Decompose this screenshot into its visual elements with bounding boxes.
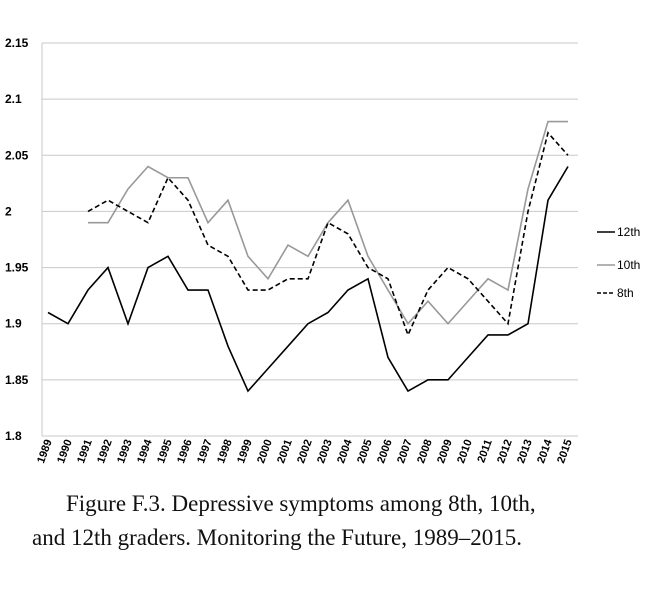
x-tick-label: 2011 <box>475 438 494 465</box>
x-axis-ticks: 1989 1990 1991 1992 1993 1994 1995 1996 1997 1998… <box>35 437 575 465</box>
x-tick-label: 2012 <box>495 438 515 465</box>
x-tick-label: 1998 <box>215 438 235 465</box>
x-tick-label: 2000 <box>255 438 275 465</box>
x-tick-label: 1991 <box>75 438 95 465</box>
x-tick-label: 2009 <box>435 438 455 465</box>
y-axis-ticks: 1.8 1.85 1.9 1.95 2 2.05 2.1 2.15 <box>5 36 29 443</box>
y-tick-label: 1.9 <box>5 317 22 331</box>
gridlines <box>41 42 578 437</box>
series-lines <box>47 120 569 393</box>
y-tick-label: 1.85 <box>5 373 29 387</box>
x-tick-label: 1994 <box>135 437 155 465</box>
x-tick-label: 2001 <box>275 438 295 465</box>
y-tick-label: 1.8 <box>5 429 22 443</box>
x-tick-label: 1989 <box>35 438 55 465</box>
series-line-8th <box>87 131 569 338</box>
y-tick-label: 2 <box>5 204 12 218</box>
x-tick-label: 1992 <box>95 438 115 465</box>
x-tick-label: 1993 <box>115 438 135 465</box>
figure-caption: Figure F.3. Depressive symptoms among 8t… <box>0 487 662 555</box>
legend: 12th 10th 8th <box>597 225 640 300</box>
x-tick-label: 2008 <box>415 438 435 465</box>
y-tick-label: 2.1 <box>5 92 22 106</box>
x-tick-label: 2013 <box>515 438 535 465</box>
legend-label-10th: 10th <box>617 258 640 272</box>
legend-label-8th: 8th <box>617 286 634 300</box>
x-tick-label: 2015 <box>555 438 575 465</box>
x-tick-label: 1995 <box>155 438 175 465</box>
y-tick-label: 1.95 <box>5 261 29 275</box>
x-tick-label: 2003 <box>315 438 335 465</box>
x-tick-label: 2005 <box>355 438 375 465</box>
x-tick-label: 1997 <box>195 438 215 465</box>
series-line-10th <box>88 120 568 326</box>
x-tick-label: 2002 <box>295 438 315 465</box>
x-tick-label: 2006 <box>375 438 395 465</box>
x-tick-label: 2010 <box>455 438 475 465</box>
x-tick-label: 1999 <box>235 438 255 465</box>
y-tick-label: 2.05 <box>5 148 29 162</box>
caption-line-1: Figure F.3. Depressive symptoms among 8t… <box>66 491 536 516</box>
x-tick-label: 1996 <box>175 438 195 465</box>
x-tick-label: 2007 <box>395 438 415 465</box>
legend-label-12th: 12th <box>617 225 640 239</box>
x-tick-label: 1990 <box>55 438 75 465</box>
caption-line-2: and 12th graders. Monitoring the Future,… <box>32 525 522 550</box>
series-line-12th <box>47 166 569 393</box>
y-tick-label: 2.15 <box>5 36 29 50</box>
x-tick-label: 2014 <box>535 437 555 465</box>
x-tick-label: 2004 <box>335 437 355 465</box>
